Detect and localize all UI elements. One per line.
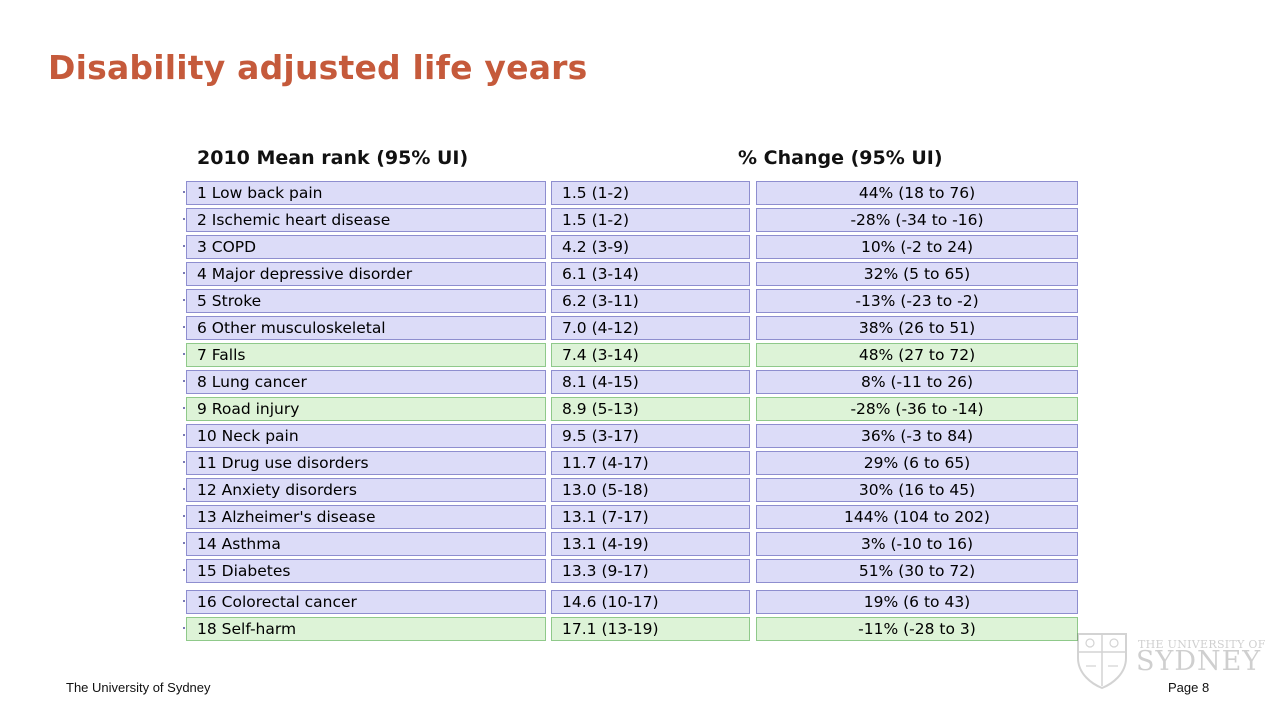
university-logo: THE UNIVERSITY OF SYDNEY <box>1072 628 1265 690</box>
cause-cell: 10 Neck pain <box>186 424 546 448</box>
cause-cell: 1 Low back pain <box>186 181 546 205</box>
table-row: 18 Self-harm 17.1 (13-19) -11% (-28 to 3) <box>183 617 1078 644</box>
table-row: 15 Diabetes 13.3 (9-17) 51% (30 to 72) <box>183 559 1078 586</box>
cause-cell: 6 Other musculoskeletal <box>186 316 546 340</box>
percent-change-cell: 38% (26 to 51) <box>756 316 1078 340</box>
mean-rank-cell: 13.3 (9-17) <box>551 559 750 583</box>
percent-change-cell: -13% (-23 to -2) <box>756 289 1078 313</box>
crest-icon <box>1077 633 1127 690</box>
row-marker <box>183 569 185 571</box>
percent-change-cell: 51% (30 to 72) <box>756 559 1078 583</box>
mean-rank-cell: 13.1 (4-19) <box>551 532 750 556</box>
table-row: 16 Colorectal cancer 14.6 (10-17) 19% (6 t… <box>183 590 1078 617</box>
mean-rank-cell: 13.0 (5-18) <box>551 478 750 502</box>
percent-change-cell: 32% (5 to 65) <box>756 262 1078 286</box>
table-row: 8 Lung cancer 8.1 (4-15) 8% (-11 to 26) <box>183 370 1078 397</box>
cause-cell: 2 Ischemic heart disease <box>186 208 546 232</box>
footer-organization: The University of Sydney <box>66 680 211 695</box>
percent-change-cell: -28% (-34 to -16) <box>756 208 1078 232</box>
row-marker <box>183 542 185 544</box>
header-mean-rank: 2010 Mean rank (95% UI) <box>197 147 469 169</box>
percent-change-cell: 19% (6 to 43) <box>756 590 1078 614</box>
table-row: 14 Asthma 13.1 (4-19) 3% (-10 to 16) <box>183 532 1078 559</box>
page-number: Page 8 <box>1168 680 1210 695</box>
table-row: 1 Low back pain 1.5 (1-2) 44% (18 to 76) <box>183 181 1078 208</box>
table-row: 7 Falls 7.4 (3-14) 48% (27 to 72) <box>183 343 1078 370</box>
table-row: 12 Anxiety disorders 13.0 (5-18) 30% (16 t… <box>183 478 1078 505</box>
mean-rank-cell: 17.1 (13-19) <box>551 617 750 641</box>
cause-cell: 12 Anxiety disorders <box>186 478 546 502</box>
percent-change-cell: 144% (104 to 202) <box>756 505 1078 529</box>
row-marker <box>183 245 185 247</box>
row-marker <box>183 627 185 629</box>
cause-cell: 14 Asthma <box>186 532 546 556</box>
cause-cell: 8 Lung cancer <box>186 370 546 394</box>
mean-rank-cell: 1.5 (1-2) <box>551 181 750 205</box>
mean-rank-cell: 7.0 (4-12) <box>551 316 750 340</box>
percent-change-cell: 36% (-3 to 84) <box>756 424 1078 448</box>
mean-rank-cell: 13.1 (7-17) <box>551 505 750 529</box>
percent-change-cell: 8% (-11 to 26) <box>756 370 1078 394</box>
percent-change-cell: 10% (-2 to 24) <box>756 235 1078 259</box>
mean-rank-cell: 4.2 (3-9) <box>551 235 750 259</box>
cause-cell: 11 Drug use disorders <box>186 451 546 475</box>
percent-change-cell: 44% (18 to 76) <box>756 181 1078 205</box>
mean-rank-cell: 9.5 (3-17) <box>551 424 750 448</box>
table-row: 2 Ischemic heart disease 1.5 (1-2) -28% (-… <box>183 208 1078 235</box>
mean-rank-cell: 6.2 (3-11) <box>551 289 750 313</box>
row-marker <box>183 191 185 193</box>
mean-rank-cell: 8.9 (5-13) <box>551 397 750 421</box>
row-marker <box>183 272 185 274</box>
percent-change-cell: -28% (-36 to -14) <box>756 397 1078 421</box>
row-marker <box>183 353 185 355</box>
percent-change-cell: 3% (-10 to 16) <box>756 532 1078 556</box>
cause-cell: 9 Road injury <box>186 397 546 421</box>
row-marker <box>183 461 185 463</box>
header-percent-change: % Change (95% UI) <box>738 147 943 169</box>
slide-title: Disability adjusted life years <box>48 48 588 87</box>
row-marker <box>183 515 185 517</box>
logo-text-top: THE UNIVERSITY OF <box>1138 638 1266 651</box>
daly-table: 1 Low back pain 1.5 (1-2) 44% (18 to 76) 2 … <box>183 181 1078 644</box>
mean-rank-cell: 6.1 (3-14) <box>551 262 750 286</box>
cause-cell: 16 Colorectal cancer <box>186 590 546 614</box>
cause-cell: 13 Alzheimer's disease <box>186 505 546 529</box>
row-marker <box>183 299 185 301</box>
percent-change-cell: 48% (27 to 72) <box>756 343 1078 367</box>
row-marker <box>183 434 185 436</box>
row-marker <box>183 600 185 602</box>
row-marker <box>183 326 185 328</box>
cause-cell: 4 Major depressive disorder <box>186 262 546 286</box>
row-marker <box>183 407 185 409</box>
percent-change-cell: -11% (-28 to 3) <box>756 617 1078 641</box>
table-row: 6 Other musculoskeletal 7.0 (4-12) 38% (26… <box>183 316 1078 343</box>
mean-rank-cell: 8.1 (4-15) <box>551 370 750 394</box>
table-row: 10 Neck pain 9.5 (3-17) 36% (-3 to 84) <box>183 424 1078 451</box>
table-row: 3 COPD 4.2 (3-9) 10% (-2 to 24) <box>183 235 1078 262</box>
cause-cell: 15 Diabetes <box>186 559 546 583</box>
table-row: 13 Alzheimer's disease 13.1 (7-17) 144% (1… <box>183 505 1078 532</box>
cause-cell: 18 Self-harm <box>186 617 546 641</box>
mean-rank-cell: 14.6 (10-17) <box>551 590 750 614</box>
mean-rank-cell: 1.5 (1-2) <box>551 208 750 232</box>
table-row: 5 Stroke 6.2 (3-11) -13% (-23 to -2) <box>183 289 1078 316</box>
logo-text-main: SYDNEY <box>1136 646 1262 677</box>
cause-cell: 7 Falls <box>186 343 546 367</box>
row-marker <box>183 380 185 382</box>
cause-cell: 3 COPD <box>186 235 546 259</box>
table-row: 11 Drug use disorders 11.7 (4-17) 29% (6 t… <box>183 451 1078 478</box>
row-marker <box>183 488 185 490</box>
row-marker <box>183 218 185 220</box>
cause-cell: 5 Stroke <box>186 289 546 313</box>
mean-rank-cell: 11.7 (4-17) <box>551 451 750 475</box>
table-row: 9 Road injury 8.9 (5-13) -28% (-36 to -14) <box>183 397 1078 424</box>
percent-change-cell: 29% (6 to 65) <box>756 451 1078 475</box>
percent-change-cell: 30% (16 to 45) <box>756 478 1078 502</box>
mean-rank-cell: 7.4 (3-14) <box>551 343 750 367</box>
table-row: 4 Major depressive disorder 6.1 (3-14) 32%… <box>183 262 1078 289</box>
